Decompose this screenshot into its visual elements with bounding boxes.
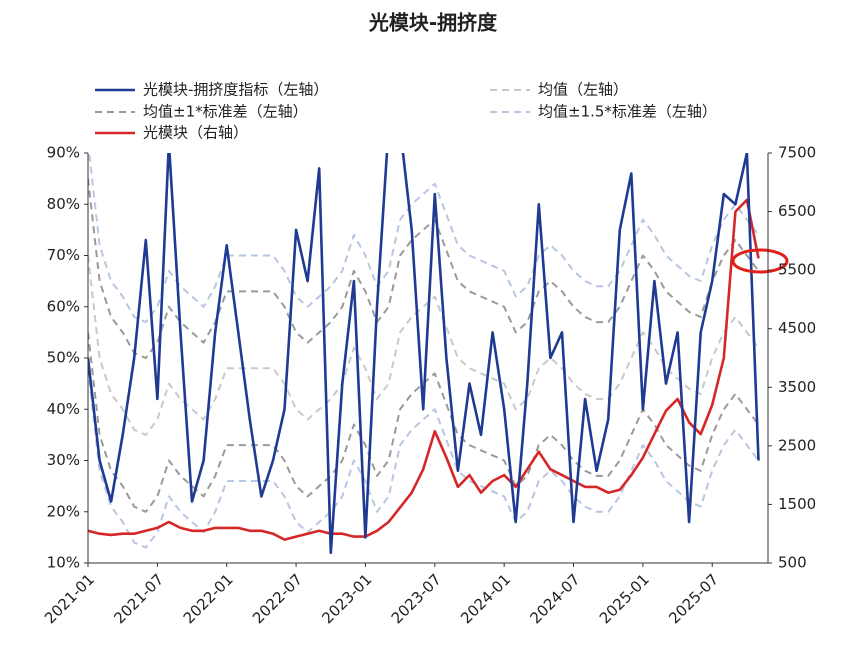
y-tick-label: 40% [47, 400, 80, 418]
y-tick-label: 50% [47, 349, 80, 367]
x-tick-label: 2021-07 [110, 570, 167, 627]
y2-tick-label: 500 [778, 554, 807, 572]
y2-tick-label: 4500 [778, 319, 816, 337]
chart-title: 光模块-拥挤度 [368, 11, 498, 35]
band-upper-line [88, 153, 760, 324]
highlight-circle [731, 248, 789, 274]
y2-tick-label: 6500 [778, 202, 816, 220]
legend-label: 光模块-拥挤度指标（左轴） [143, 81, 328, 99]
y2-tick-label: 3500 [778, 378, 816, 396]
y2-tick-label: 7500 [778, 144, 816, 162]
plot-area [88, 153, 760, 555]
y-tick-label: 20% [47, 502, 80, 520]
x-tick-label: 2025-01 [596, 570, 653, 627]
x-tick-label: 2023-07 [388, 570, 445, 627]
x-tick-label: 2022-07 [249, 570, 306, 627]
x-tick-label: 2023-01 [318, 570, 375, 627]
band-upper-line [88, 178, 760, 359]
y-tick-label: 60% [47, 297, 80, 315]
y-tick-label: 70% [47, 246, 80, 264]
x-tick-label: 2025-07 [665, 570, 722, 627]
x-tick-label: 2021-01 [41, 570, 98, 627]
legend-label: 均值±1*标准差（左轴） [143, 103, 308, 121]
y2-tick-label: 5500 [778, 261, 816, 279]
x-tick-label: 2024-07 [526, 570, 583, 627]
x-tick-label: 2024-01 [457, 570, 514, 627]
legend-label: 光模块（右轴） [143, 124, 248, 142]
y2-tick-label: 2500 [778, 436, 816, 454]
y-tick-label: 30% [47, 451, 80, 469]
y2-tick-label: 1500 [778, 495, 816, 513]
legend-label: 均值（左轴） [538, 81, 628, 99]
band-lower-line [88, 332, 760, 513]
y-tick-label: 90% [47, 144, 80, 162]
x-tick-label: 2022-01 [180, 570, 237, 627]
y-tick-label: 10% [47, 554, 80, 572]
series-line [88, 153, 760, 555]
series-line [88, 198, 760, 541]
y-tick-label: 80% [47, 195, 80, 213]
legend-label: 均值±1.5*标准差（左轴） [538, 103, 717, 121]
